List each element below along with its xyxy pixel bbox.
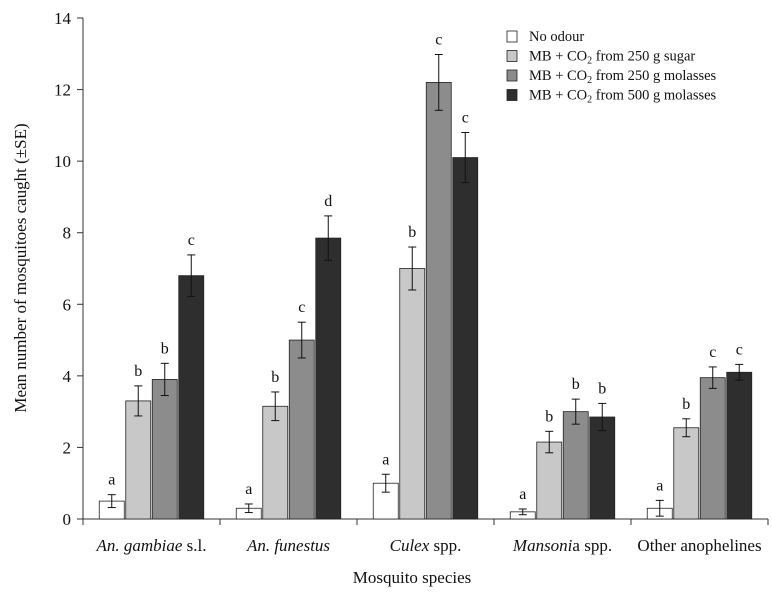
bar [151,379,178,520]
legend-swatch [506,50,518,62]
y-tick-label: 12 [54,81,71,100]
bar [178,275,205,520]
bar [699,377,726,520]
legend-swatch [506,30,518,43]
bar [673,427,700,520]
significance-letter: b [545,408,553,425]
category-label: An. funestus [246,536,330,555]
significance-letter: b [408,224,416,241]
significance-letter: a [656,477,663,494]
significance-letter: a [245,481,252,498]
significance-letter: b [134,363,142,380]
significance-letter: b [572,376,580,393]
legend-swatch [506,89,518,101]
category-label: Mansonia spp. [512,536,612,555]
y-tick-label: 8 [63,224,72,243]
labels: a b b c An. gambiae s.l. a b c d An. funestus a b c c… [95,32,761,555]
legend-label: No odour [529,29,584,45]
bars [98,54,753,520]
significance-letter: c [736,341,743,358]
significance-letter: a [519,486,526,503]
bar [536,441,563,520]
significance-letter: c [188,232,195,249]
category-label: Culex spp. [390,536,462,555]
y-tick-label: 2 [63,438,72,457]
significance-letter: d [324,193,332,210]
category-label: An. gambiae s.l. [95,536,206,555]
bar [425,82,452,520]
significance-letter: a [108,472,115,489]
bar [589,416,616,520]
significance-letter: b [682,396,690,413]
significance-letter: b [598,380,606,397]
y-tick-label: 6 [63,295,72,314]
bar [315,237,342,520]
significance-letter: c [462,110,469,127]
significance-letter: c [298,299,305,316]
legend-label: MB + CO2 from 250 g sugar [529,49,695,67]
significance-letter: c [435,32,442,49]
y-tick-label: 4 [63,367,72,386]
y-tick-label: 14 [54,9,72,28]
x-axis-title: Mosquito species [353,568,472,587]
bar [452,157,479,520]
y-tick-label: 0 [63,510,72,529]
y-tick-label: 10 [54,152,71,171]
bar [288,339,315,520]
legend-label: MB + CO2 from 250 g molasses [529,68,717,86]
significance-letter: b [271,369,279,386]
significance-letter: b [161,340,169,357]
bar [262,405,289,520]
legend-swatch [506,69,518,82]
bar [399,268,426,520]
significance-letter: a [382,451,389,468]
y-axis-title: Mean number of mosquitoes caught (±SE) [11,123,30,412]
legend-label: MB + CO2 from 500 g molasses [529,88,717,106]
bar [726,371,753,520]
bar [125,400,152,520]
significance-letter: c [709,344,716,361]
bar [562,411,589,520]
category-label: Other anophelines [637,536,761,555]
